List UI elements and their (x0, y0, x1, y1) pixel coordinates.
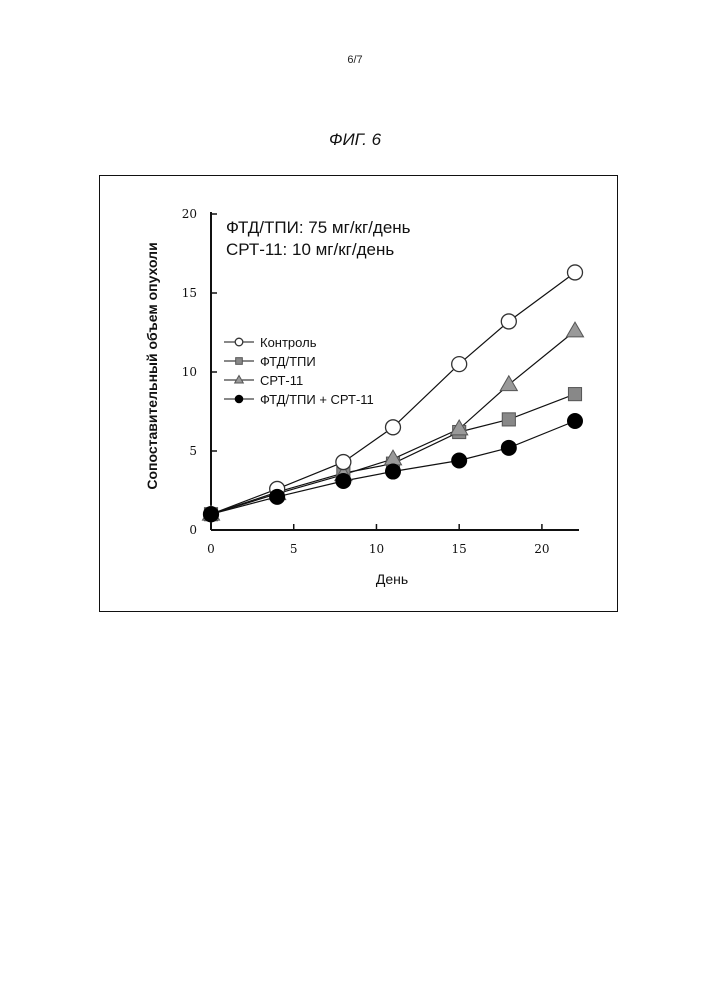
x-tick-label: 15 (452, 542, 467, 556)
data-point-series-4 (336, 474, 351, 489)
data-point-series-1 (568, 265, 583, 280)
data-point-series-1 (386, 420, 401, 435)
y-tick-label: 20 (182, 207, 197, 221)
data-point-series-4 (386, 464, 401, 479)
legend-label: ФТД/ТПИ + СРТ-11 (260, 392, 374, 407)
data-point-series-1 (452, 357, 467, 372)
y-tick-label: 0 (189, 523, 197, 537)
data-point-series-2 (502, 413, 515, 426)
data-point-series-2 (568, 388, 581, 401)
y-axis-title: Сопоставительный объем опухоли (144, 242, 160, 489)
legend-marker (235, 376, 244, 384)
legend-label: Контроль (260, 335, 317, 350)
chart-frame: 0 5 10 15 20 0 5 10 15 20 Сопоставительный объем … (99, 175, 618, 612)
x-tick-label: 20 (534, 542, 549, 556)
dose-annotation-cpt: СРТ-11: 10 мг/кг/день (226, 240, 394, 259)
figure-title: ФИГ. 6 (0, 130, 710, 150)
data-point-series-4 (568, 413, 583, 428)
legend: Контроль ФТД/ТПИ СРТ-11 ФТД/ТПИ + СРТ-11 (224, 335, 374, 407)
dose-annotation-ftd: ФТД/ТПИ: 75 мг/кг/день (226, 218, 411, 237)
legend-marker (235, 395, 243, 403)
y-tick-label: 10 (182, 365, 197, 379)
legend-marker (236, 358, 243, 365)
x-tick-label: 0 (207, 542, 215, 556)
data-point-series-1 (501, 314, 516, 329)
data-point-series-4 (501, 440, 516, 455)
legend-marker (235, 338, 243, 346)
y-tick-label: 5 (189, 444, 197, 458)
line-chart: 0 5 10 15 20 0 5 10 15 20 Сопоставительный объем … (100, 176, 616, 610)
x-tick-label: 5 (290, 542, 298, 556)
data-point-series-4 (270, 489, 285, 504)
data-point-series-1 (336, 455, 351, 470)
legend-label: СРТ-11 (260, 373, 303, 388)
data-point-series-3 (500, 376, 517, 391)
x-tick-label: 10 (369, 542, 384, 556)
page-number: 6/7 (0, 54, 710, 66)
data-point-series-3 (566, 322, 583, 337)
y-tick-label: 15 (182, 286, 197, 300)
legend-label: ФТД/ТПИ (260, 354, 316, 369)
data-point-series-4 (204, 507, 219, 522)
data-point-series-4 (452, 453, 467, 468)
x-axis-title: День (376, 571, 408, 587)
